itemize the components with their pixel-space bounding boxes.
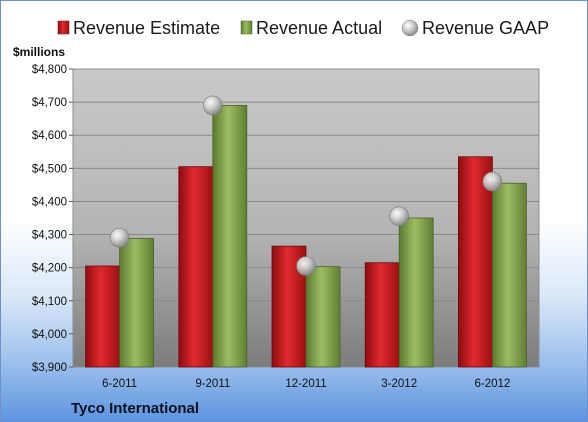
x-tick-label: 6-2012 — [474, 378, 510, 390]
legend-label-revenue-actual: Revenue Actual — [256, 18, 382, 38]
y-tick-label: $4,600 — [32, 130, 67, 142]
gaap-markers — [109, 95, 503, 276]
legend-marker-revenue-gaap — [401, 19, 419, 37]
legend-swatch-revenue-actual — [240, 20, 253, 35]
x-tick-label: 9-2011 — [195, 378, 230, 390]
marker-revenue-gaap — [389, 206, 410, 227]
bar-revenue-estimate — [85, 265, 120, 368]
y-tick-label: $4,000 — [32, 329, 67, 341]
y-tick-label: $4,300 — [32, 230, 67, 242]
marker-revenue-gaap — [296, 256, 316, 276]
company-name: Tyco International — [71, 400, 199, 417]
y-tick-label: $4,200 — [32, 263, 67, 275]
x-tick-label: 12-2011 — [285, 378, 326, 390]
x-tick-label: 3-2012 — [381, 378, 417, 390]
y-tick-label: $3,900 — [32, 362, 67, 374]
y-axis-ticks: $3,900 $4,000 $4,100 $4,200 $4,300 $4,400 $4,5… — [32, 64, 73, 374]
bar-revenue-estimate — [457, 156, 493, 368]
legend-swatch-revenue-estimate — [57, 20, 70, 35]
y-tick-label: $4,700 — [32, 97, 67, 109]
y-tick-label: $4,100 — [32, 296, 67, 308]
x-tick-label: 6-2011 — [102, 378, 137, 390]
bar-revenue-actual — [398, 217, 434, 368]
legend: Revenue Estimate Revenue Actual Revenue … — [57, 18, 549, 38]
bar-revenue-actual — [491, 182, 527, 368]
y-tick-label: $4,800 — [32, 64, 67, 76]
bars — [85, 105, 527, 368]
y-axis-unit-label: $millions — [13, 45, 65, 59]
x-axis-ticks: 6-2011 9-2011 12-2011 3-2012 6-2012 — [102, 378, 510, 390]
marker-revenue-gaap — [203, 95, 223, 116]
bar-revenue-estimate — [178, 166, 214, 368]
marker-revenue-gaap — [109, 228, 130, 248]
bar-revenue-actual — [305, 266, 341, 368]
y-tick-label: $4,400 — [32, 196, 67, 208]
bar-revenue-actual — [212, 105, 248, 368]
legend-label-revenue-gaap: Revenue GAAP — [422, 18, 549, 38]
legend-label-revenue-estimate: Revenue Estimate — [73, 18, 220, 38]
y-tick-label: $4,500 — [32, 163, 67, 175]
bar-revenue-actual — [119, 238, 154, 368]
bar-revenue-estimate — [364, 262, 400, 368]
marker-revenue-gaap — [482, 171, 503, 192]
